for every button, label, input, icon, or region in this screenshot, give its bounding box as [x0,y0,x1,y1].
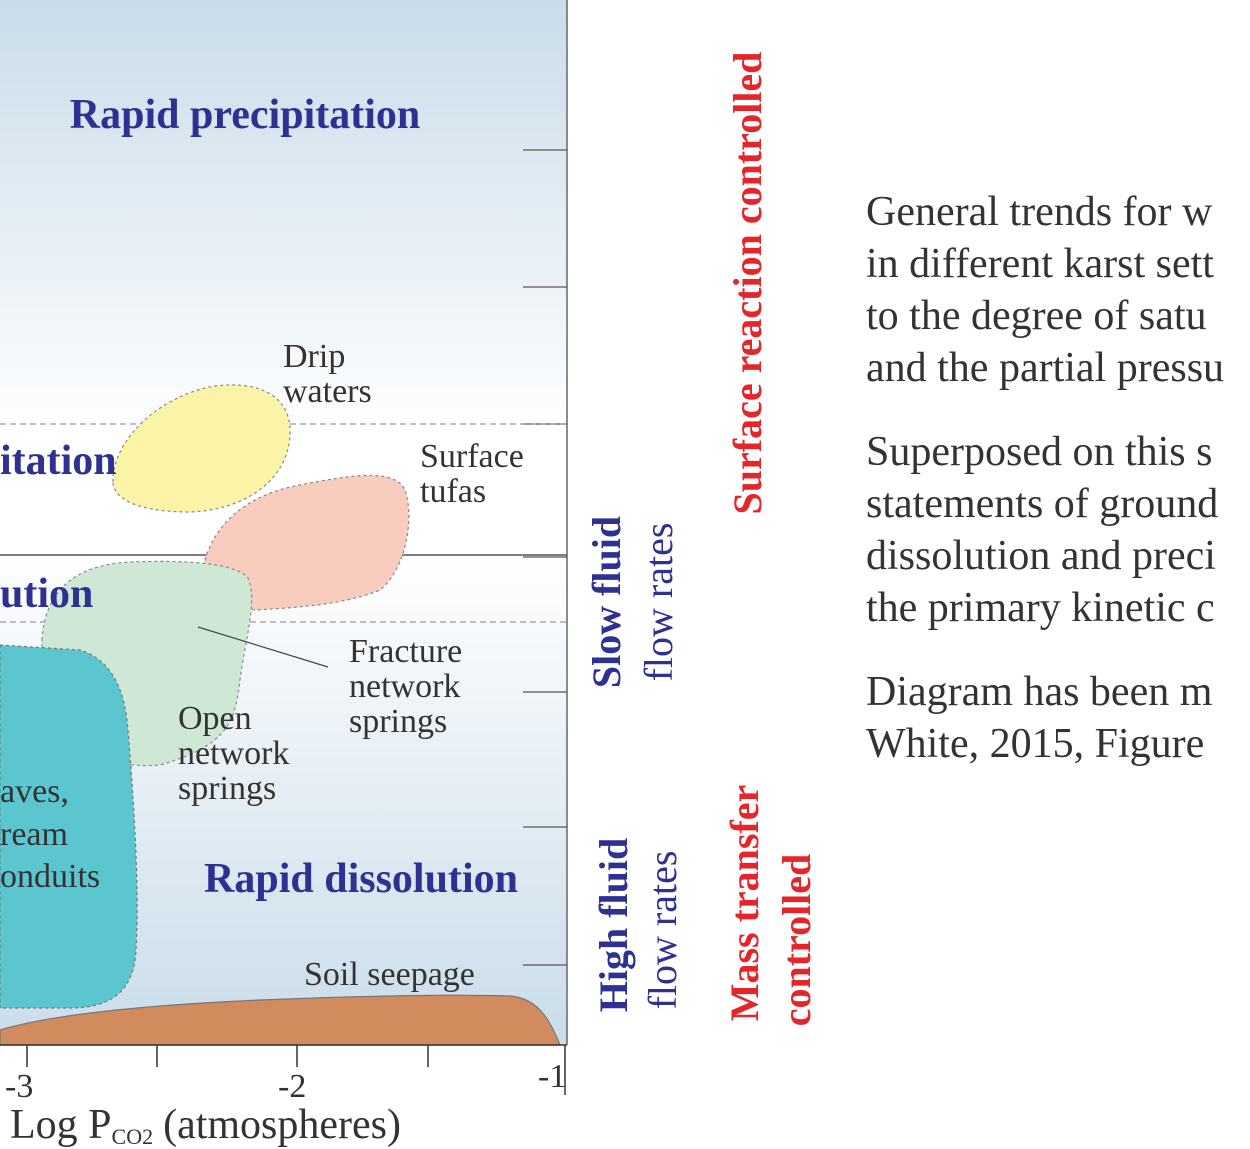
zone-precipitation-cut: itation [0,438,117,484]
open-springs-label-2: network [178,735,289,772]
slow-fluid-label-2: flow rates [636,523,681,682]
caves-label-1: aves, [0,773,69,810]
fracture-springs-label-3: springs [349,703,447,740]
caption-text: General trends for w in different karst … [866,186,1250,802]
caption-paragraph-1: General trends for w in different karst … [866,186,1250,394]
mass-transfer-label-2: controlled [774,854,819,1027]
surface-tufas-region [203,474,410,611]
caves-label-3: onduits [0,858,100,895]
drip-waters-label-2: waters [283,373,372,410]
slow-fluid-label-1: Slow fluid [584,516,629,688]
caption-line: and the partial pressu [866,345,1225,391]
drip-waters-label-1: Drip [283,338,345,375]
caption-paragraph-3: Diagram has been m White, 2015, Figure [866,666,1250,770]
caption-line: White, 2015, Figure [866,721,1205,767]
x-tick-label-minus-1: -1 [538,1058,566,1095]
high-fluid-label-1: High fluid [591,838,636,1013]
surface-tufas-label-1: Surface [420,438,524,475]
caves-region [0,644,138,1009]
caption-line: Superposed on this s [866,429,1213,475]
surface-reaction-controlled-label: Surface reaction controlled [725,52,770,515]
x-axis-title-main: Log P [10,1102,112,1148]
mass-transfer-label-1: Mass transfer [722,785,767,1022]
zone-rapid-precipitation: Rapid precipitation [70,92,420,138]
caption-line: statements of ground [866,481,1219,527]
zone-dissolution-cut: ution [0,571,93,617]
fracture-springs-label-2: network [349,668,460,705]
drip-waters-region [112,384,291,513]
x-axis-title: Log PCO2 (atmospheres) [10,1102,401,1149]
open-springs-label-3: springs [178,770,276,807]
fracture-springs-leader [197,626,329,668]
caption-paragraph-2: Superposed on this s statements of groun… [866,426,1250,634]
zone-rapid-dissolution: Rapid dissolution [204,856,518,902]
caption-line: the primary kinetic c [866,585,1215,631]
x-tick-label-minus-3: -3 [5,1068,33,1105]
caption-line: in different karst sett [866,241,1214,287]
caption-line: Diagram has been m [866,669,1213,715]
soil-seepage-label: Soil seepage [304,956,475,993]
caption-line: General trends for w [866,189,1213,235]
fracture-springs-label-1: Fracture [349,633,462,670]
soil-seepage-region [0,994,561,1046]
x-axis [0,1044,567,1095]
high-fluid-label-2: flow rates [640,851,685,1010]
open-springs-label-1: Open [178,700,252,737]
caption-line: dissolution and preci [866,533,1216,579]
surface-tufas-label-2: tufas [420,473,486,510]
x-tick-label-minus-2: -2 [278,1068,306,1105]
caption-line: to the degree of satu [866,293,1207,339]
x-axis-title-unit: (atmospheres) [163,1102,401,1148]
caves-label-2: ream [0,816,68,853]
x-axis-title-subscript: CO2 [112,1124,154,1149]
